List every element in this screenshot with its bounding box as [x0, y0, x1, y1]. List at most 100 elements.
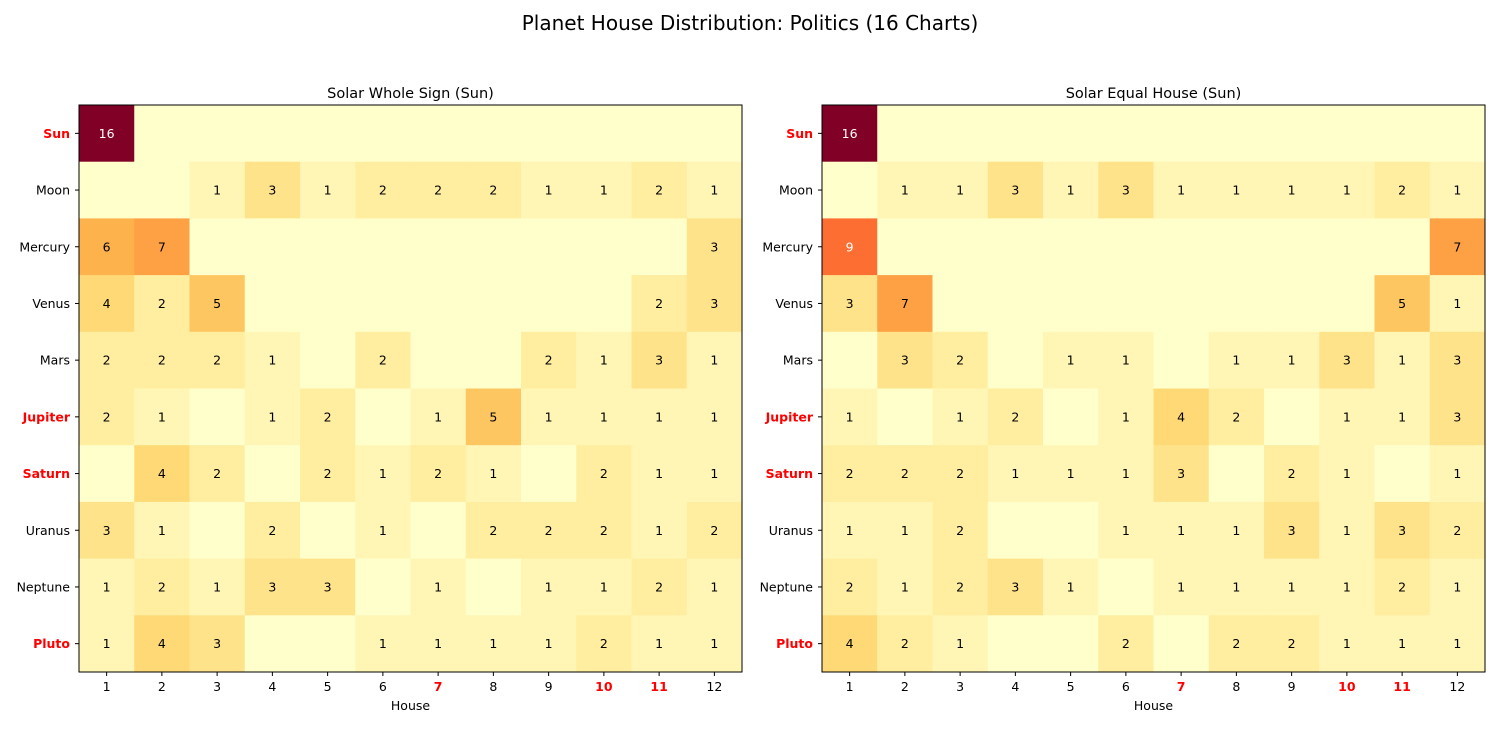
heatmap-cell: [244, 388, 301, 446]
x-tick-label: 11: [1393, 679, 1410, 694]
heatmap-cell: [631, 161, 688, 219]
heatmap-cell: [244, 161, 301, 219]
cell-value-label: 1: [158, 523, 166, 538]
heatmap-cell: [631, 445, 688, 503]
heatmap-cell: [134, 445, 190, 503]
heatmap-cell: [521, 275, 577, 333]
heatmap-cell: [987, 388, 1044, 446]
cell-value-label: 2: [846, 579, 854, 594]
heatmap-cell: [521, 388, 577, 446]
heatmap-cell: [822, 331, 878, 389]
heatmap-cell: [1208, 388, 1265, 446]
cell-value-label: 3: [1453, 353, 1461, 368]
heatmap-cell: [686, 388, 743, 446]
heatmap-cell: [987, 615, 1044, 673]
cell-value-label: 2: [956, 466, 964, 481]
cell-value-label: 2: [103, 409, 111, 424]
cell-value-label: 1: [379, 523, 387, 538]
heatmap-cell: [686, 558, 743, 616]
heatmap-cell: [300, 105, 356, 163]
cell-value-label: 1: [655, 523, 663, 538]
y-tick-label: Moon: [779, 183, 813, 198]
cell-value-label: 2: [103, 353, 111, 368]
heatmap-cell: [987, 275, 1044, 333]
heatmap-cell: [1319, 615, 1375, 673]
heatmap-cell: [189, 161, 246, 219]
cell-value-label: 2: [489, 523, 497, 538]
heatmap-cell: [521, 331, 577, 389]
heatmap-cell: [355, 275, 411, 333]
cell-value-label: 5: [213, 296, 221, 311]
heatmap-cell: [1319, 388, 1375, 446]
cell-value-label: 1: [901, 183, 909, 198]
cell-value-label: 2: [379, 183, 387, 198]
heatmap-cell: [465, 388, 522, 446]
cell-value-label: 1: [710, 183, 718, 198]
heatmap-cell: [1374, 388, 1431, 446]
cell-value-label: 1: [901, 579, 909, 594]
heatmap-cell: [521, 445, 577, 503]
cell-value-label: 1: [846, 523, 854, 538]
heatmap-cell: [877, 501, 933, 560]
heatmap-cell: [1319, 558, 1375, 616]
heatmap-cell: [79, 558, 135, 616]
heatmap-cell: [932, 331, 989, 389]
cell-value-label: 3: [213, 636, 221, 651]
cell-value-label: 1: [1398, 353, 1406, 368]
cell-value-label: 2: [655, 579, 663, 594]
heatmap-cell: [1043, 331, 1099, 389]
cell-value-label: 16: [842, 126, 858, 141]
heatmap-cell: [631, 558, 688, 616]
heatmap-cell: [987, 161, 1044, 219]
heatmap-cell: [300, 161, 356, 219]
x-tick-label: 2: [901, 679, 909, 694]
cell-value-label: 1: [901, 523, 909, 538]
x-tick-label: 9: [1288, 679, 1296, 694]
heatmap-cell: [465, 161, 522, 219]
heatmap-cell: [1098, 105, 1154, 163]
heatmap-cell: [1319, 105, 1375, 163]
cell-value-label: 2: [1011, 409, 1019, 424]
cell-value-label: 2: [213, 353, 221, 368]
cell-value-label: 2: [545, 523, 553, 538]
heatmap-cell: [1098, 161, 1154, 219]
heatmap-cell: [521, 218, 577, 276]
heatmap-cell: [1153, 331, 1210, 389]
heatmap-cell: [410, 445, 467, 503]
cell-value-label: 3: [846, 296, 854, 311]
heatmap-cell: [521, 615, 577, 673]
y-tick-label: Sun: [43, 126, 70, 141]
heatmap-cell: [465, 445, 522, 503]
x-tick-label: 7: [434, 679, 443, 694]
heatmap-cell: [244, 218, 301, 276]
x-tick-label: 2: [158, 679, 166, 694]
heatmap-cell: [1098, 218, 1154, 276]
cell-value-label: 2: [489, 183, 497, 198]
heatmap-cell: [1429, 388, 1486, 446]
cell-value-label: 2: [901, 636, 909, 651]
heatmap-cell: [244, 445, 301, 503]
x-tick-label: 12: [1449, 679, 1465, 694]
heatmap-cell: [79, 161, 135, 219]
heatmap-cell: [686, 218, 743, 276]
heatmap-cell: [410, 161, 467, 219]
cell-value-label: 1: [103, 579, 111, 594]
y-tick-label: Mars: [783, 353, 813, 368]
x-tick-label: 7: [1177, 679, 1186, 694]
y-tick-label: Venus: [775, 296, 813, 311]
cell-value-label: 2: [956, 353, 964, 368]
heatmap-cell: [300, 615, 356, 673]
heatmap-cell: [1098, 445, 1154, 503]
heatmap-cell: [355, 388, 411, 446]
heatmap-cell: [1153, 275, 1210, 333]
heatmap-cell: [1374, 161, 1431, 219]
x-tick-label: 1: [103, 679, 111, 694]
cell-value-label: 1: [1177, 523, 1185, 538]
y-tick-label: Pluto: [33, 636, 70, 651]
cell-value-label: 1: [545, 636, 553, 651]
cell-value-label: 5: [489, 409, 497, 424]
cell-value-label: 1: [213, 183, 221, 198]
cell-value-label: 2: [655, 183, 663, 198]
cell-value-label: 1: [545, 409, 553, 424]
heatmap-cell: [1374, 445, 1431, 503]
